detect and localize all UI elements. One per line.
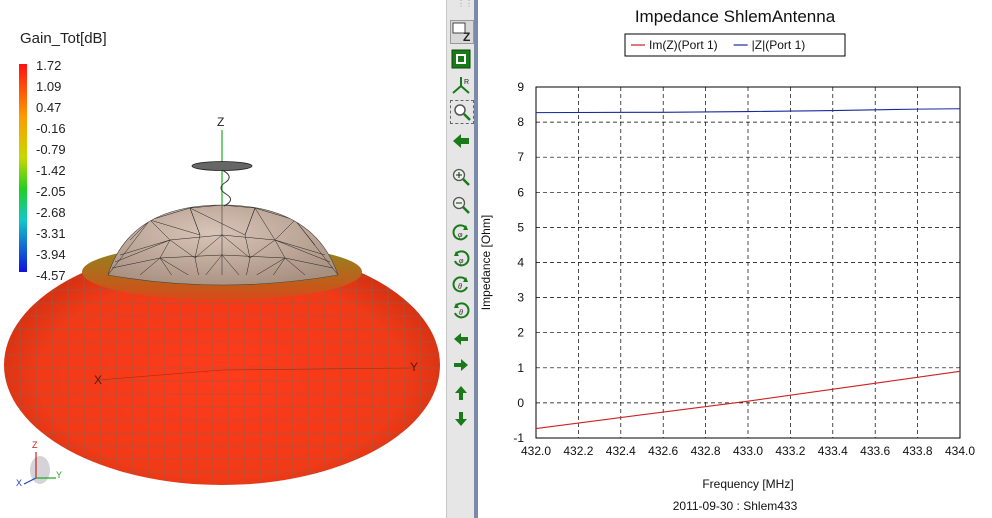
y-tick-label: 2 [517, 326, 524, 340]
colorbar-tick: -0.79 [36, 142, 66, 157]
colorbar-tick: 0.47 [36, 100, 62, 115]
y-axis-title: Impedance [Ohm] [479, 215, 493, 310]
view-toolbar: ⋮⋮ Z R φ φ θ θ [446, 0, 475, 518]
y-tick-label: 9 [517, 80, 524, 94]
x-tick-label: 432.4 [606, 444, 636, 458]
plot-footer: 2011-09-30 : Shlem433 [672, 499, 798, 513]
colorbar-tick: -0.16 [36, 121, 66, 136]
colorbar-tick: -1.42 [36, 163, 66, 178]
x-axis-label: X [94, 373, 103, 387]
series-line [535, 370, 961, 430]
y-tick-label: -1 [513, 431, 524, 445]
colorbar-tick: -3.94 [36, 247, 66, 262]
back-arrow-icon[interactable] [450, 130, 472, 152]
colorbar-tick: 1.09 [36, 79, 62, 94]
torus-mesh [5, 245, 440, 485]
x-tick-label: 433.2 [775, 444, 805, 458]
zoom-out-icon[interactable] [450, 194, 472, 216]
colorbar-tick: 1.72 [36, 58, 62, 73]
pan-up-icon[interactable] [450, 382, 472, 404]
colorbar-tick: -2.05 [36, 184, 66, 199]
pane-splitter[interactable] [474, 0, 478, 518]
rotate-theta-cw-icon[interactable]: θ [450, 300, 472, 322]
y-tick-label: 0 [517, 396, 524, 410]
pan-down-icon[interactable] [450, 408, 472, 430]
rotate-phi-cw-icon[interactable]: φ [450, 248, 472, 270]
rotate-theta-ccw-icon[interactable]: θ [450, 274, 472, 296]
svg-text:Z: Z [463, 30, 470, 42]
y-tick-label: 3 [517, 291, 524, 305]
x-tick-label: 433.6 [860, 444, 890, 458]
colorbar-tick: -2.68 [36, 205, 66, 220]
axis-triad [23, 452, 56, 485]
rotate-phi-ccw-icon[interactable]: φ [450, 222, 472, 244]
radiation-pattern-canvas [4, 64, 440, 485]
svg-text:θ: θ [459, 308, 463, 317]
colorbar-tick: -3.31 [36, 226, 66, 241]
colorbar-title: Gain_Tot[dB] [20, 30, 107, 47]
rotate-axes-icon[interactable]: R [450, 74, 472, 96]
x-tick-label: 432.6 [648, 444, 678, 458]
zoom-box-icon[interactable] [450, 100, 474, 124]
pan-right-icon[interactable] [450, 354, 472, 376]
svg-text:φ: φ [459, 256, 464, 265]
plot-title: Impedance ShlemAntenna [634, 7, 836, 26]
y-tick-label: 7 [517, 150, 524, 164]
triad-z-label: Z [32, 440, 38, 450]
x-tick-label: 433.8 [903, 444, 933, 458]
triad-y-label: Y [56, 470, 63, 480]
x-axis-title: Frequency [MHz] [702, 477, 793, 491]
y-axis-label: Y [410, 360, 419, 374]
impedance-chart: 432.0 432.2 432.4 432.6 432.8 433.0 433.2 433.4… [479, 33, 975, 491]
legend-entry: Im(Z)(Port 1) [649, 38, 718, 52]
antenna-top-disc [191, 161, 253, 171]
series-line [535, 108, 961, 114]
z-axis-label: Z [217, 115, 225, 129]
y-tick-label: 4 [517, 256, 524, 270]
gain-torus [4, 245, 440, 485]
impedance-plot-panel: Impedance ShlemAntenna 432.0 432.2 432.4 43… [478, 0, 992, 518]
svg-text:θ: θ [458, 282, 462, 291]
x-tick-label: 433.4 [818, 444, 848, 458]
colorbar-tick: -4.57 [36, 268, 66, 283]
y-tick-label: 8 [517, 115, 524, 129]
colorbar [19, 64, 27, 272]
svg-text:R: R [464, 79, 469, 86]
fit-view-icon[interactable] [450, 48, 472, 70]
x-tick-label: 432.0 [521, 444, 551, 458]
toolbar-grip[interactable]: ⋮⋮ [457, 0, 473, 8]
y-tick-label: 6 [517, 185, 524, 199]
antenna-helix [220, 169, 231, 207]
zoom-in-icon[interactable] [450, 166, 472, 188]
y-tick-label: 5 [517, 220, 524, 234]
legend-entry: |Z|(Port 1) [752, 38, 806, 52]
radiation-pattern-view[interactable]: Gain_Tot[dB] [0, 0, 446, 518]
triad-x-label: X [16, 478, 23, 488]
svg-text:φ: φ [458, 230, 463, 239]
y-tick-label: 1 [517, 361, 524, 375]
x-tick-label: 434.0 [945, 444, 975, 458]
x-axis-line [97, 369, 223, 381]
x-tick-label: 433.0 [733, 444, 763, 458]
x-tick-label: 432.2 [563, 444, 593, 458]
x-tick-label: 432.8 [691, 444, 721, 458]
y-axis-line [221, 367, 413, 371]
pan-left-icon[interactable] [450, 328, 472, 350]
z-view-icon[interactable]: Z [450, 20, 474, 44]
